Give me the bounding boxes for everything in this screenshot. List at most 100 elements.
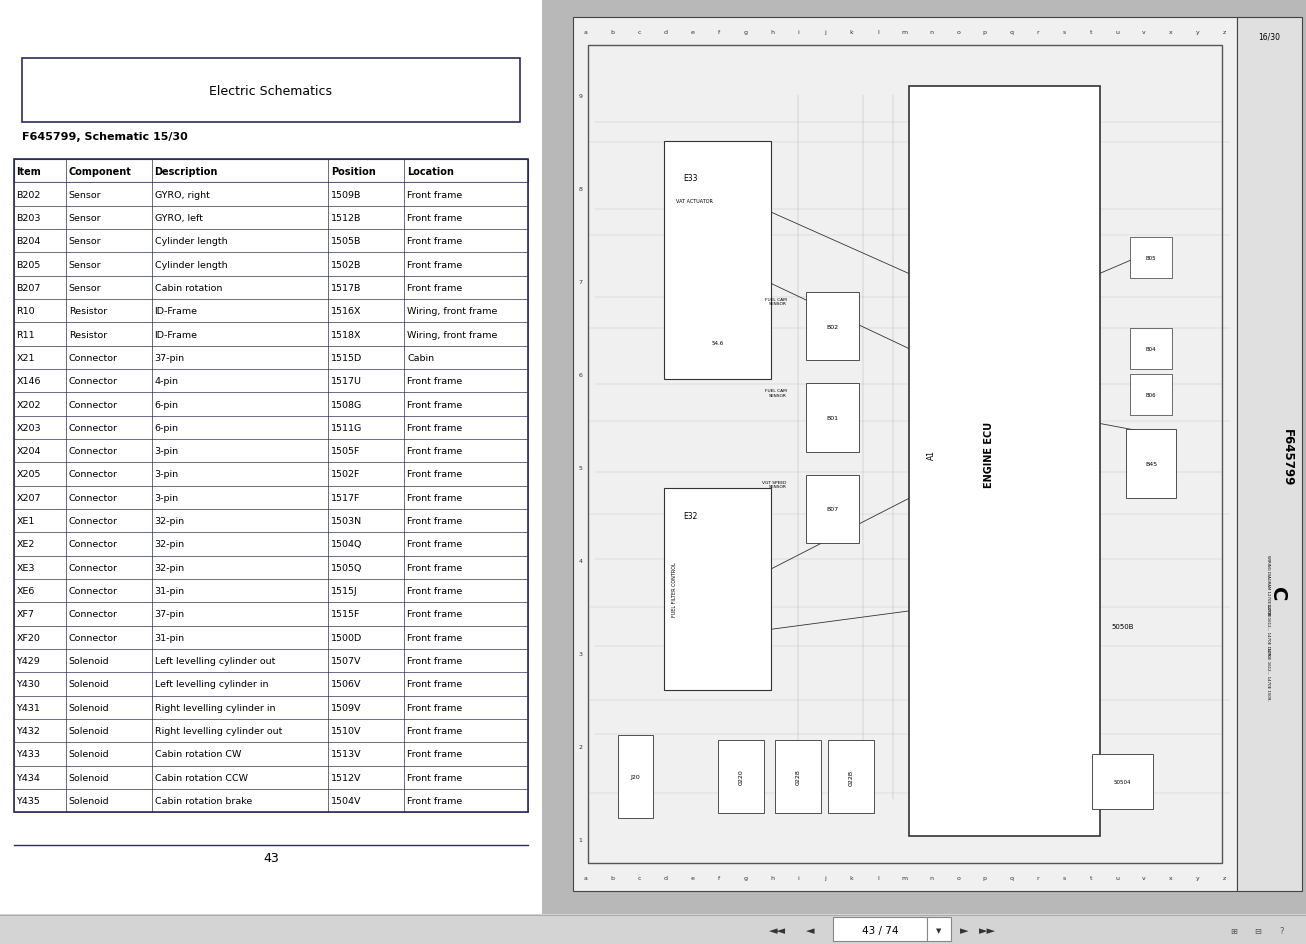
Text: Left levelling cylinder in: Left levelling cylinder in: [154, 680, 268, 689]
Text: 6: 6: [579, 373, 582, 378]
Bar: [806, 293, 859, 361]
Text: z: z: [1222, 29, 1225, 35]
Text: 1516X: 1516X: [330, 307, 362, 316]
Text: y: y: [1195, 875, 1199, 880]
Text: Resistor: Resistor: [69, 307, 107, 316]
Text: Front frame: Front frame: [407, 377, 462, 386]
Text: 022B: 022B: [849, 768, 854, 784]
Text: l: l: [878, 875, 879, 880]
Text: 50504: 50504: [1114, 779, 1131, 784]
Text: k: k: [850, 875, 854, 880]
Text: X202: X202: [16, 400, 40, 409]
Text: 32-pin: 32-pin: [154, 564, 184, 572]
Text: C: C: [1268, 587, 1288, 601]
Text: Resistor: Resistor: [69, 330, 107, 339]
Text: B01: B01: [827, 415, 838, 421]
Text: E33: E33: [683, 174, 697, 183]
Text: 1: 1: [579, 837, 582, 842]
Text: B207: B207: [16, 283, 40, 293]
Bar: [774, 740, 821, 814]
Text: 31-pin: 31-pin: [154, 633, 184, 642]
Text: Front frame: Front frame: [407, 400, 462, 409]
Text: Front frame: Front frame: [407, 703, 462, 712]
Text: 6-pin: 6-pin: [154, 400, 179, 409]
Text: Y433: Y433: [16, 750, 40, 759]
Text: j: j: [824, 29, 825, 35]
Text: XF20: XF20: [16, 633, 40, 642]
Text: Right levelling cylinder out: Right levelling cylinder out: [154, 726, 282, 735]
Text: Cylinder length: Cylinder length: [154, 261, 227, 269]
Text: 6-pin: 6-pin: [154, 424, 179, 432]
Bar: [13, 649, 529, 672]
Text: r: r: [1037, 29, 1040, 35]
Text: Front frame: Front frame: [407, 773, 462, 782]
Text: Connector: Connector: [69, 516, 118, 526]
Bar: [13, 486, 529, 510]
Text: 0220: 0220: [738, 768, 743, 784]
Text: XE2: XE2: [16, 540, 35, 548]
Text: B204: B204: [16, 237, 40, 246]
Text: ◄◄: ◄◄: [768, 925, 786, 936]
Text: Connector: Connector: [69, 633, 118, 642]
Text: 1270E 1612... 1470E 1509-: 1270E 1612... 1470E 1509-: [1266, 646, 1269, 700]
Text: p: p: [982, 875, 986, 880]
Text: 1505F: 1505F: [330, 447, 360, 456]
Text: v: v: [1143, 875, 1147, 880]
Text: Front frame: Front frame: [407, 213, 462, 223]
Text: e: e: [691, 875, 693, 880]
Text: 32-pin: 32-pin: [154, 516, 184, 526]
Text: b: b: [610, 29, 614, 35]
Text: Connector: Connector: [69, 564, 118, 572]
Text: 1503N: 1503N: [330, 516, 362, 526]
Bar: [13, 510, 529, 532]
Text: Front frame: Front frame: [407, 470, 462, 479]
Text: o: o: [956, 875, 960, 880]
Text: 37-pin: 37-pin: [154, 610, 184, 618]
Bar: [828, 740, 874, 814]
Text: Sensor: Sensor: [69, 191, 102, 199]
Text: Front frame: Front frame: [407, 447, 462, 456]
Text: Front frame: Front frame: [407, 633, 462, 642]
Text: g: g: [743, 875, 747, 880]
Text: Front frame: Front frame: [407, 796, 462, 805]
Bar: [13, 766, 529, 789]
Bar: [13, 160, 529, 183]
Text: Y429: Y429: [16, 656, 40, 666]
Text: c: c: [637, 875, 641, 880]
Bar: [1127, 430, 1177, 498]
Text: Cylinder length: Cylinder length: [154, 237, 227, 246]
Bar: [13, 160, 529, 813]
Text: X203: X203: [16, 424, 40, 432]
Text: 1517B: 1517B: [330, 283, 362, 293]
Text: 54.6: 54.6: [712, 340, 724, 346]
Bar: [13, 323, 529, 346]
Text: Position: Position: [330, 166, 376, 177]
Bar: [1237, 18, 1302, 891]
Text: Y435: Y435: [16, 796, 40, 805]
Text: B06: B06: [1145, 393, 1157, 397]
Bar: [13, 416, 529, 440]
Text: k: k: [850, 29, 854, 35]
Text: Cabin rotation: Cabin rotation: [154, 283, 222, 293]
Text: Front frame: Front frame: [407, 610, 462, 618]
Text: n: n: [930, 29, 934, 35]
Bar: [806, 384, 859, 452]
Text: Sensor: Sensor: [69, 213, 102, 223]
Bar: [13, 789, 529, 813]
Text: 3: 3: [579, 651, 582, 657]
Bar: [572, 18, 1237, 891]
Text: Cabin rotation CW: Cabin rotation CW: [154, 750, 240, 759]
Text: Item: Item: [16, 166, 40, 177]
Text: 1512V: 1512V: [330, 773, 362, 782]
Text: Right levelling cylinder in: Right levelling cylinder in: [154, 703, 276, 712]
Text: y: y: [1195, 29, 1199, 35]
Bar: [13, 346, 529, 370]
Text: 1270E 1612... 1470E 1509-: 1270E 1612... 1470E 1509-: [1266, 602, 1269, 656]
Text: 2: 2: [579, 745, 582, 750]
Text: Front frame: Front frame: [407, 494, 462, 502]
Text: d: d: [663, 875, 667, 880]
Bar: [1130, 238, 1173, 278]
Bar: [833, 917, 927, 941]
Text: Connector: Connector: [69, 424, 118, 432]
Text: i: i: [798, 29, 799, 35]
